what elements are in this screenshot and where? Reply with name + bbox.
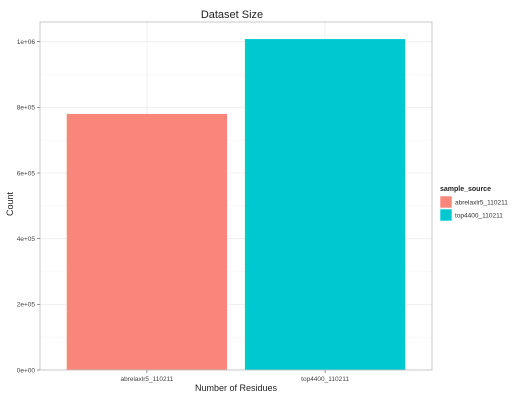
y-tick-label: 1e+06 [17,39,36,46]
y-tick-label: 0e+00 [17,367,36,374]
bar-2 [244,39,406,371]
y-tick-label: 2e+05 [17,302,36,309]
y-axis-title: Count [5,192,15,217]
bars [66,39,406,371]
y-tick-label: 6e+05 [17,170,36,177]
legend-label-2: top4400_110211 [455,212,503,219]
legend-key-2 [439,208,453,222]
x-axis: abrelaxlr5_110211 top4400_110211 [120,370,349,383]
legend: sample_source abrelaxlr5_110211 top4400_1… [439,186,508,222]
legend-key-1 [439,195,453,209]
legend-title: sample_source [440,186,491,193]
x-axis-title: Number of Residues [195,383,278,393]
y-tick-label: 8e+05 [17,105,36,112]
x-tick-label: abrelaxlr5_110211 [120,376,173,383]
plot-panel [39,21,433,371]
chart-title: Dataset Size [201,9,263,21]
y-axis: 0e+00 2e+05 4e+05 6e+05 8e+05 1e+06 [17,39,40,374]
x-tick-label: top4400_110211 [301,376,349,383]
legend-label-1: abrelaxlr5_110211 [455,199,508,206]
y-tick-label: 4e+05 [17,236,36,243]
bar-1 [66,113,228,370]
